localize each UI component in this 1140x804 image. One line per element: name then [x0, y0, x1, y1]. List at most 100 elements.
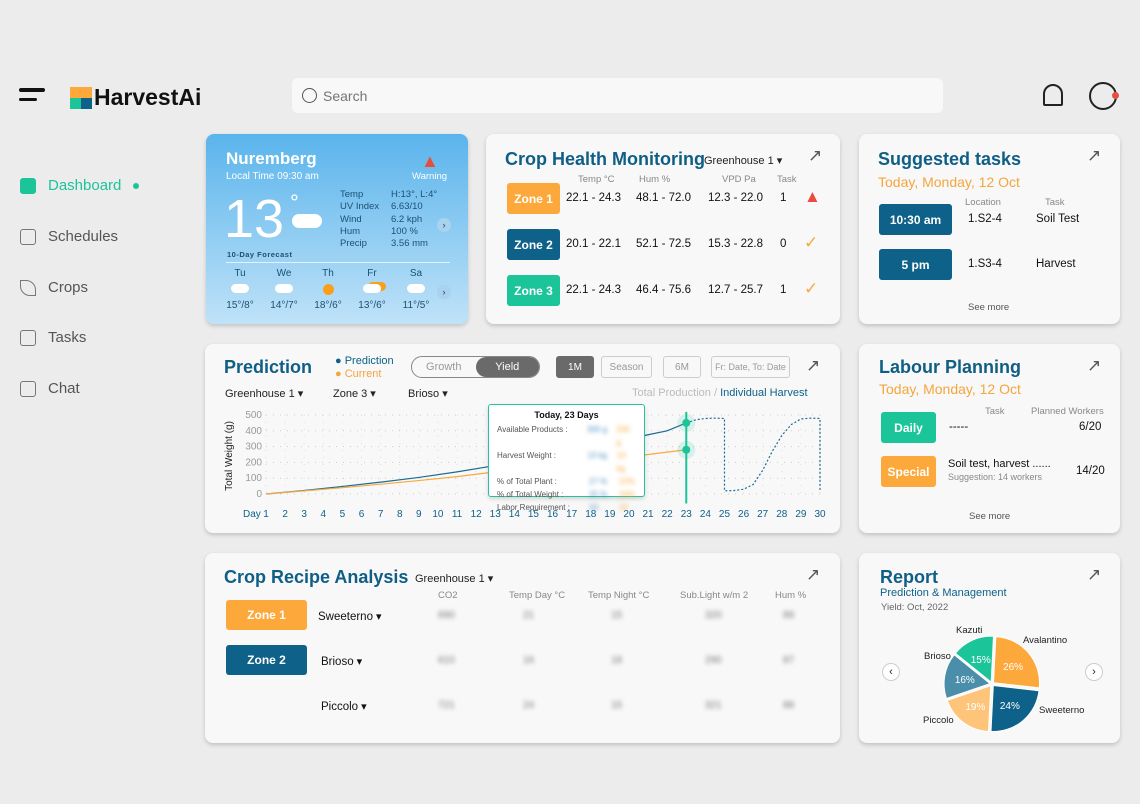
warning-icon[interactable]: ▲ [804, 187, 821, 206]
pie-slice-kazuti[interactable] [954, 635, 995, 684]
pie-slice-sweeterno[interactable] [990, 684, 1040, 732]
sidebar-item-schedules[interactable]: Schedules [20, 228, 118, 245]
recipe-value: 18 [611, 655, 623, 666]
report-pie-chart: 26% Avalantino 24% Sweeterno 19% Piccolo 16% Br… [923, 625, 1084, 733]
legend-prediction: ● Prediction [335, 355, 394, 367]
expand-icon[interactable]: ↗ [806, 356, 821, 375]
sidebar-item-tasks[interactable]: Tasks [20, 329, 86, 346]
range-season[interactable]: Season [601, 356, 652, 378]
x-tick-label: 23 [681, 509, 693, 520]
weather-stat: Precip 3.56 mm [340, 238, 428, 250]
suggestion-text: Suggestion: 14 workers [948, 472, 1043, 482]
x-tick-label: 2 [282, 509, 288, 520]
slice-percent: 26% [1003, 662, 1023, 673]
bell-icon[interactable] [1043, 84, 1063, 106]
y-tick-label: 500 [245, 410, 262, 421]
x-tick-label: 4 [321, 509, 327, 520]
special-badge[interactable]: Special [881, 456, 936, 487]
zone-1-badge[interactable]: Zone 1 [226, 600, 307, 630]
zone-dropdown[interactable]: Zone 3 [333, 387, 376, 400]
check-icon[interactable]: ✓ [804, 279, 819, 298]
recipe-value: 87 [783, 655, 795, 666]
daily-badge[interactable]: Daily [881, 412, 936, 443]
expand-icon[interactable]: ↗ [1087, 565, 1102, 584]
date-range-input[interactable]: Fr: Date, To: Date [711, 356, 790, 378]
forecast-next-button[interactable]: › [437, 285, 451, 299]
card-date: Today, Monday, 12 Oct [878, 174, 1020, 190]
report-card: Report Prediction & Management Yield: Oc… [859, 553, 1120, 743]
time-badge[interactable]: 10:30 am [879, 204, 952, 235]
user-avatar-icon[interactable] [1089, 82, 1119, 110]
x-tick-label: 5 [340, 509, 346, 520]
x-tick-label: 3 [301, 509, 307, 520]
greenhouse-dropdown[interactable]: Greenhouse 1 [415, 572, 493, 585]
prev-button[interactable]: ‹ [882, 663, 900, 681]
local-time: Local Time 09:30 am [226, 171, 319, 182]
leaf-icon [20, 279, 36, 296]
sun-icon [308, 279, 348, 297]
view-total-production[interactable]: Total Production [632, 387, 711, 399]
task-count: 1 [780, 284, 787, 296]
crop-dropdown[interactable]: Brioso [408, 387, 448, 400]
crop-dropdown[interactable]: Piccolo [321, 700, 401, 713]
x-tick-label: 18 [585, 509, 597, 520]
menu-icon[interactable] [19, 88, 45, 102]
next-arrow-button[interactable]: › [437, 218, 451, 232]
temp-range: 22.1 - 24.3 [566, 192, 621, 204]
crop-recipe-card: Crop Recipe Analysis Greenhouse 1 ↗ CO2 T… [205, 553, 840, 743]
logo-icon [70, 86, 92, 109]
zone-badge[interactable]: Zone 2 [507, 229, 560, 260]
zone-badge[interactable]: Zone 3 [507, 275, 560, 306]
sidebar-item-dashboard[interactable]: Dashboard [20, 177, 140, 194]
pie-slice-piccolo[interactable] [946, 684, 992, 733]
greenhouse-dropdown[interactable]: Greenhouse 1 [704, 154, 782, 167]
search-input[interactable] [323, 87, 883, 104]
x-tick-label: 8 [397, 509, 403, 520]
toggle-yield[interactable]: Yield [475, 357, 539, 377]
card-title: Prediction [224, 357, 313, 377]
column-header: Sub.Light w/m 2 [680, 590, 749, 601]
crop-dropdown[interactable]: Brioso [321, 655, 401, 668]
see-more-link[interactable]: See more [969, 511, 1011, 522]
hum-range: 52.1 - 72.5 [636, 238, 691, 250]
crop-dropdown[interactable]: Sweeterno [318, 610, 398, 623]
expand-icon[interactable]: ↗ [1087, 356, 1102, 375]
expand-icon[interactable]: ↗ [806, 565, 821, 584]
rain-icon [396, 279, 436, 297]
legend-current: ● Current [335, 368, 382, 380]
logo[interactable]: HarvestAi [70, 84, 201, 111]
dashboard-icon [20, 177, 36, 194]
expand-icon[interactable]: ↗ [1087, 146, 1102, 165]
task-count: 1 [780, 192, 787, 204]
x-tick-label: 1 [263, 509, 269, 520]
sidebar-label: Schedules [48, 228, 119, 245]
document-icon [20, 329, 36, 346]
see-more-link[interactable]: See more [968, 302, 1010, 313]
toggle-growth[interactable]: Growth [426, 361, 462, 373]
time-badge[interactable]: 5 pm [879, 249, 952, 280]
warning-label: Warning [412, 171, 448, 182]
zone-2-badge[interactable]: Zone 2 [226, 645, 307, 675]
greenhouse-dropdown[interactable]: Greenhouse 1 [225, 387, 303, 400]
sidebar-item-crops[interactable]: Crops [20, 279, 88, 296]
weather-stat: Hum 100 % [340, 225, 418, 237]
pie-slice-brioso[interactable] [943, 654, 992, 700]
x-tick-label: 28 [776, 509, 788, 520]
x-tick-label: 7 [378, 509, 384, 520]
expand-icon[interactable]: ↗ [808, 146, 823, 165]
range-1m[interactable]: 1M [556, 356, 594, 378]
warning-icon[interactable]: ▲ [421, 151, 439, 171]
y-tick-label: 300 [245, 442, 262, 453]
pie-slice-avalantino[interactable] [993, 636, 1041, 689]
search-bar[interactable] [292, 78, 943, 113]
sidebar-item-chat[interactable]: Chat [20, 380, 80, 397]
view-individual-harvest[interactable]: Individual Harvest [720, 387, 808, 399]
range-6m[interactable]: 6M [663, 356, 701, 378]
check-icon[interactable]: ✓ [804, 233, 819, 252]
recipe-value: 690 [438, 610, 455, 621]
vpd-range: 12.7 - 25.7 [708, 284, 763, 296]
zone-badge[interactable]: Zone 1 [507, 183, 560, 214]
temp-range: 20.1 - 22.1 [566, 238, 621, 250]
growth-yield-toggle[interactable]: Growth Yield [411, 356, 540, 378]
next-button[interactable]: › [1085, 663, 1103, 681]
